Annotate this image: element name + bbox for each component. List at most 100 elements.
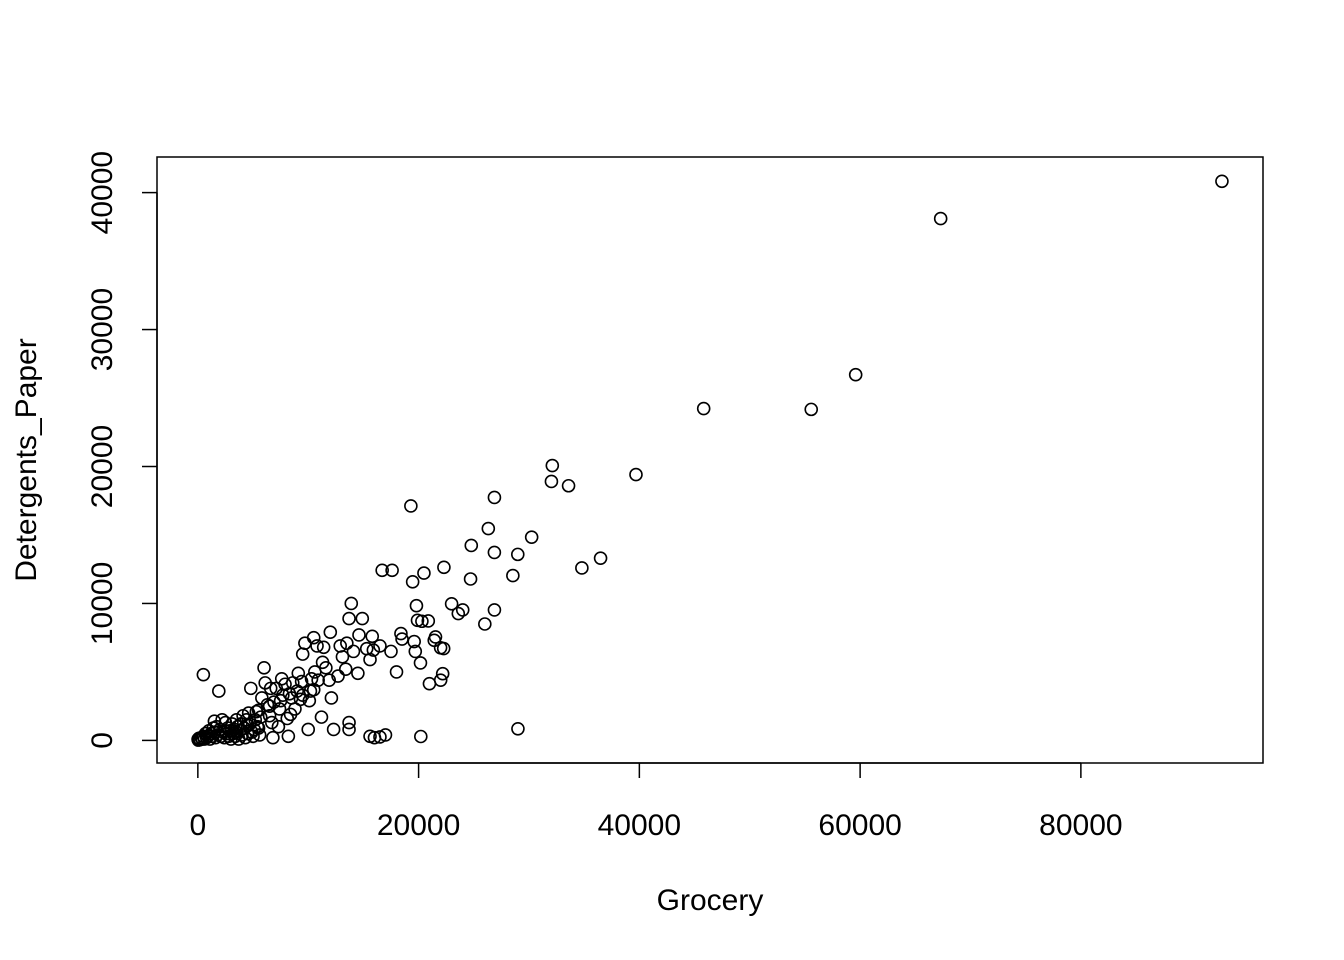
data-point (244, 681, 258, 696)
data-point (933, 211, 948, 226)
data-point (283, 707, 298, 722)
data-point (405, 575, 420, 589)
data-point (207, 714, 222, 729)
x-tick-label: 20000 (377, 809, 460, 842)
data-point (408, 644, 423, 659)
data-point (511, 721, 525, 736)
data-point (298, 636, 312, 650)
data-point (389, 665, 404, 679)
data-point (481, 521, 496, 536)
data-point (487, 545, 502, 560)
data-point (191, 732, 205, 747)
data-point (340, 636, 354, 650)
data-point (257, 661, 271, 675)
y-axis: 0 10000 20000 30000 40000 (86, 151, 158, 749)
data-point (427, 633, 442, 648)
data-point (342, 722, 356, 737)
data-point (363, 729, 377, 744)
data-point (316, 640, 331, 655)
data-point (575, 561, 589, 575)
x-axis-label: Grocery (657, 884, 764, 917)
data-point (266, 730, 280, 745)
data-point (342, 715, 356, 730)
data-point (451, 606, 466, 621)
data-point (315, 655, 330, 670)
data-point (351, 666, 365, 681)
data-point (524, 530, 539, 544)
data-point (455, 603, 470, 617)
y-tick-label: 0 (86, 732, 119, 749)
x-tick-label: 60000 (818, 809, 901, 842)
data-point (444, 597, 459, 611)
data-point (373, 639, 387, 653)
data-point (322, 673, 336, 687)
data-point (212, 684, 226, 698)
data-point (544, 474, 559, 489)
data-point (196, 667, 211, 682)
data-point (352, 628, 366, 642)
data-point (848, 367, 863, 382)
data-point (422, 676, 437, 691)
data-point (346, 644, 361, 659)
data-point (464, 538, 479, 553)
data-point (333, 639, 348, 653)
data-point (355, 611, 370, 626)
data-point (301, 722, 316, 737)
data-point (414, 729, 428, 744)
data-point (487, 490, 502, 505)
data-point (249, 704, 264, 719)
y-tick-label: 40000 (86, 151, 119, 234)
data-point (281, 729, 296, 744)
data-point (413, 656, 428, 670)
data-point (404, 499, 418, 513)
x-axis: 0 20000 40000 60000 80000 (189, 762, 1123, 842)
x-tick-label: 40000 (598, 809, 681, 842)
y-tick-label: 30000 (86, 288, 119, 371)
data-point (229, 725, 244, 739)
data-point (506, 568, 520, 583)
data-point (417, 566, 431, 580)
data-point (295, 688, 310, 703)
y-tick-label: 10000 (86, 562, 119, 645)
data-point (421, 614, 436, 628)
data-point (255, 691, 269, 705)
data-point (324, 691, 339, 705)
data-point (478, 617, 492, 631)
data-point (269, 681, 284, 696)
x-tick-label: 80000 (1039, 809, 1122, 842)
data-point (545, 458, 560, 473)
data-point (437, 560, 451, 575)
data-point (409, 598, 424, 613)
data-point (323, 625, 338, 640)
data-point (593, 551, 608, 565)
data-point (262, 699, 277, 713)
data-points (191, 174, 1229, 747)
data-point (264, 715, 279, 730)
data-point (394, 626, 408, 641)
data-point (344, 596, 359, 611)
data-point (410, 613, 425, 628)
data-point (435, 666, 450, 681)
data-point (366, 643, 381, 657)
data-point (359, 641, 374, 656)
data-point (335, 650, 350, 664)
data-point (378, 728, 393, 742)
data-point (306, 682, 321, 697)
data-point (267, 695, 281, 709)
data-point (365, 629, 380, 644)
data-point (295, 647, 310, 661)
data-point (375, 563, 389, 578)
data-point (696, 401, 711, 416)
data-point (510, 547, 525, 562)
data-point (338, 662, 353, 676)
data-point (314, 710, 329, 724)
data-point (271, 719, 286, 734)
y-tick-label: 20000 (86, 425, 119, 508)
data-point (487, 603, 502, 617)
data-point (385, 563, 399, 578)
data-point (629, 467, 643, 482)
data-point (308, 665, 322, 679)
data-point (384, 644, 398, 659)
data-point (395, 632, 409, 646)
